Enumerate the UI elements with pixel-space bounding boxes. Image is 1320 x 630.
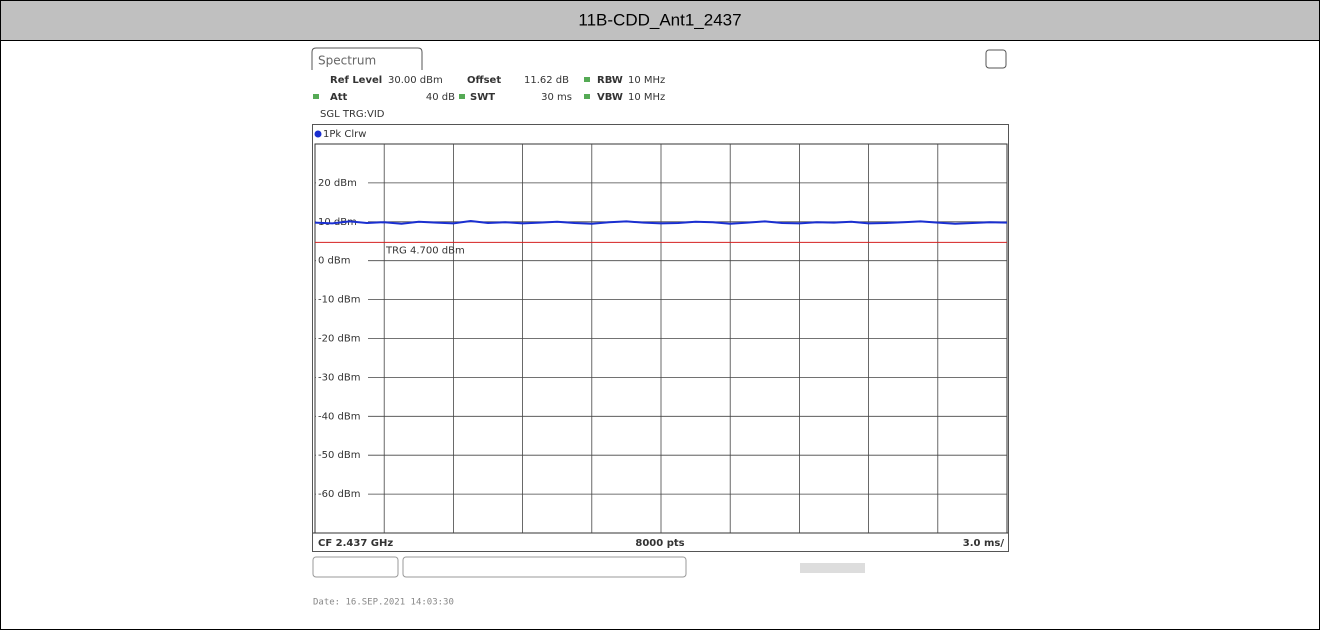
setting-value: 40 dB	[426, 92, 455, 103]
indicator	[584, 77, 590, 82]
tick-label-bg	[316, 293, 368, 306]
plot-frame	[312, 124, 1009, 552]
tab-label: Spectrum	[318, 54, 376, 68]
y-tick-label: -30 dBm	[318, 372, 360, 383]
status	[800, 563, 865, 573]
indicator	[584, 94, 590, 99]
tick-label-bg	[316, 488, 368, 501]
setting-value: 10 MHz	[628, 75, 665, 86]
date: Date: 16.SEP.2021 14:03:30	[313, 598, 454, 608]
tick-label-bg	[316, 254, 368, 267]
tick-label-bg	[316, 410, 368, 423]
y-tick-label: -40 dBm	[318, 411, 360, 422]
setting-label: Att	[330, 92, 348, 103]
setting-label: VBW	[597, 92, 623, 103]
setting-value: 30.00 dBm	[388, 75, 443, 86]
footer-left: CF 2.437 GHz	[318, 538, 393, 549]
setting-label: RBW	[597, 75, 623, 86]
trace-label: 1Pk Clrw	[323, 129, 366, 140]
softkey	[312, 556, 399, 578]
setting-label: Ref Level	[330, 75, 382, 86]
setting-label: Offset	[467, 75, 501, 86]
y-tick-label: 0 dBm	[318, 256, 351, 267]
threshold-label: TRG 4.700 dBm	[385, 245, 465, 256]
setting-label: SWT	[470, 92, 495, 103]
tick-label-bg	[316, 449, 368, 462]
y-tick-label: -50 dBm	[318, 450, 360, 461]
y-tick-label: -10 dBm	[318, 295, 360, 306]
indicator	[313, 94, 319, 99]
setting-value: 30 ms	[541, 92, 572, 103]
trace-dot	[314, 130, 322, 138]
tick-label-bg	[316, 176, 368, 189]
indicator	[459, 94, 465, 99]
softkey	[402, 556, 687, 578]
setting-value: 10 MHz	[628, 92, 665, 103]
tick-label-bg	[316, 371, 368, 384]
tick-label-bg	[316, 332, 368, 345]
y-tick-label: 20 dBm	[318, 178, 357, 189]
tab	[311, 47, 423, 70]
header-bar	[0, 0, 1320, 41]
trigger: SGL TRG:VID	[320, 109, 385, 120]
y-tick-label: -20 dBm	[318, 334, 360, 345]
y-tick-label: -60 dBm	[318, 489, 360, 500]
footer-right: 3.0 ms/	[963, 538, 1005, 549]
trace	[314, 219, 1008, 225]
icon	[985, 49, 1007, 69]
footer-center: 8000 pts	[635, 538, 684, 549]
setting-value: 11.62 dB	[524, 75, 569, 86]
title: 11B-CDD_Ant1_2437	[578, 10, 741, 29]
